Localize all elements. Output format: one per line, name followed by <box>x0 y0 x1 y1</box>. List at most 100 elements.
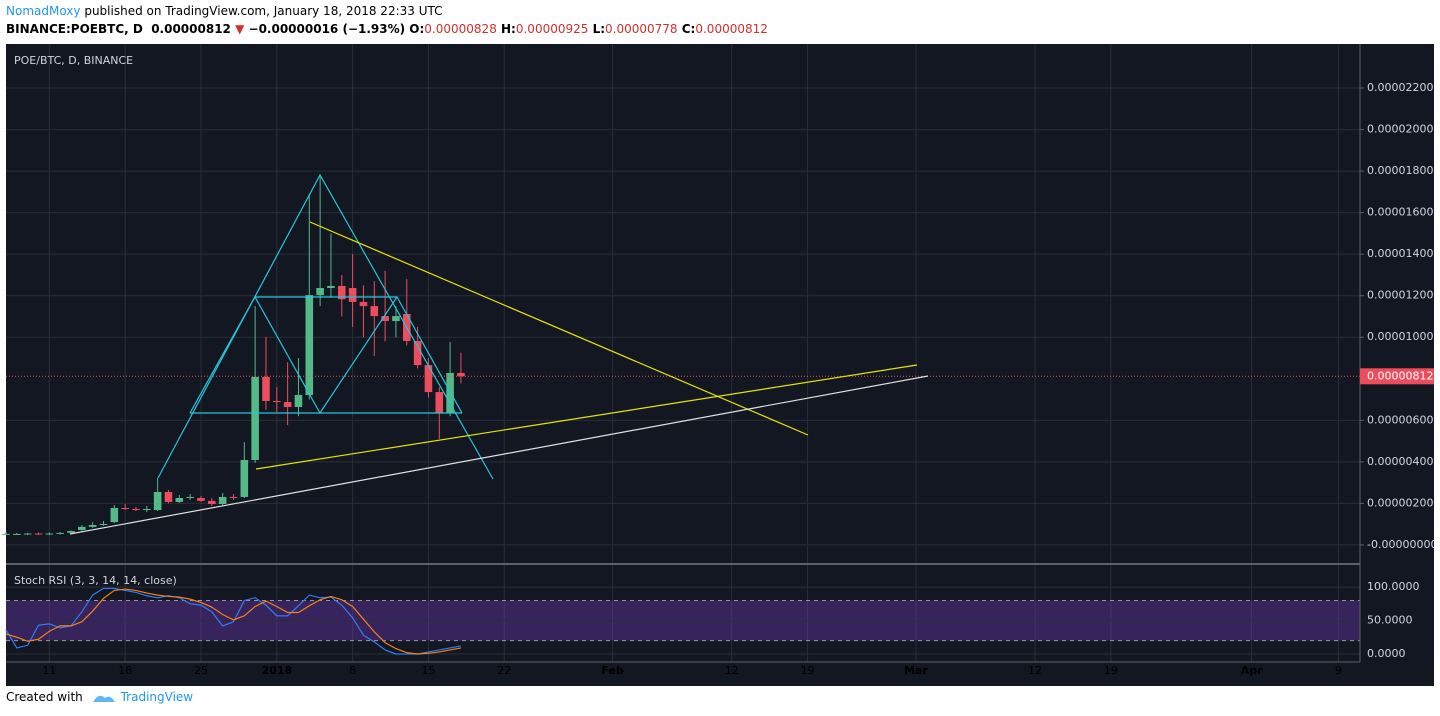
candle-body <box>78 526 86 530</box>
x-tick-label: 9 <box>1335 664 1342 677</box>
x-tick-label: Feb <box>601 664 624 677</box>
x-tick-label: Apr <box>1241 664 1263 677</box>
ohlc-1: 0.00000925 <box>515 22 589 36</box>
y-tick-label: 0.00001600 <box>1367 206 1433 219</box>
x-tick-label: 12 <box>1028 664 1042 677</box>
candle-body <box>251 376 259 460</box>
candle-body <box>153 491 162 511</box>
x-tick-label: 11 <box>42 664 56 677</box>
background <box>6 44 1434 686</box>
logo <box>92 695 115 702</box>
y-tick-label: 0.00002200 <box>1367 81 1433 94</box>
candle-body <box>294 394 303 408</box>
y-tick-label: 0.00001200 <box>1367 289 1433 302</box>
y-tick-label: 0.00000200 <box>1367 496 1433 509</box>
y-tick-label: 0.0000 <box>1367 647 1406 660</box>
last-price-box <box>1360 368 1434 385</box>
candle-body <box>370 306 379 317</box>
candle-body <box>143 509 151 511</box>
candle-body <box>392 316 400 322</box>
pane-title: POE/BTC, D, BINANCE <box>14 54 133 67</box>
y-tick-label: 100.0000 <box>1367 580 1420 593</box>
pane-divider <box>6 563 1360 565</box>
y-tick-label: 0.00001400 <box>1367 247 1433 260</box>
y-tick-label: -0.00000000 <box>1367 538 1434 551</box>
candle-body <box>305 295 314 395</box>
candle-body <box>240 459 249 497</box>
down-arrow: ▼ <box>235 22 245 36</box>
ohlc-3: 0.00000812 <box>695 22 768 36</box>
x-tick-label: 18 <box>118 664 132 677</box>
candle-body <box>2 533 10 535</box>
candle-body <box>45 533 54 535</box>
ohlc-0-label: O: <box>409 22 425 36</box>
candle-body <box>348 288 357 302</box>
last-price-label: 0.00000812 <box>1367 369 1433 382</box>
chart: POE/BTC, D, BINANCE Stoch RSI (3, 3, 14,… <box>2 44 1434 686</box>
published: published on TradingView.com, January 18… <box>80 4 443 18</box>
ohlc-1-label: H: <box>501 22 516 36</box>
candle-body <box>262 376 270 402</box>
y-tick-label: 0.00000600 <box>1367 413 1433 426</box>
candle-body <box>359 301 368 307</box>
candle-body <box>121 507 129 510</box>
triangle <box>157 173 494 480</box>
support <box>255 364 918 470</box>
symbol-line: BINANCE:POEBTC, D 0.00000812 ▼ −0.000000… <box>6 22 768 36</box>
resistance <box>309 221 809 436</box>
candle-body <box>457 372 465 377</box>
y-tick-label: 0.00000400 <box>1367 455 1433 468</box>
author[interactable]: NomadMoxy <box>6 4 81 18</box>
candle-body <box>164 491 173 502</box>
candle-body <box>23 533 32 535</box>
candle-body <box>99 523 108 525</box>
x-tick-label: 15 <box>421 664 435 677</box>
x-tick-label: 8 <box>349 664 356 677</box>
trend <box>69 375 929 535</box>
candle-body <box>132 509 140 511</box>
y-tick-label: 50.0000 <box>1367 614 1413 627</box>
candle-body <box>413 340 422 366</box>
candle-body <box>34 533 43 535</box>
candle-body <box>175 497 184 502</box>
x-tick-label: Mar <box>904 664 928 677</box>
y-tick-label: 0.00002000 <box>1367 123 1433 136</box>
drawings <box>69 173 929 535</box>
ohlc-0: 0.00000828 <box>424 22 497 36</box>
candle-body <box>208 500 216 505</box>
candle-body <box>197 497 205 501</box>
brand[interactable]: TradingView <box>120 690 194 704</box>
x-tick-label: 19 <box>801 664 815 677</box>
candle-body <box>110 507 119 523</box>
ohlc-2-label: L: <box>592 22 606 36</box>
x-tick-label: 22 <box>497 664 511 677</box>
candle-body <box>56 532 64 534</box>
pane-title: Stoch RSI (3, 3, 14, 14, close) <box>14 574 177 587</box>
x-tick-label: 19 <box>1104 664 1118 677</box>
stoch-line <box>5 588 462 655</box>
candle-body <box>316 288 324 296</box>
change: −0.00000016 (−1.93%) <box>248 22 406 36</box>
ohlc-3-label: C: <box>681 22 696 36</box>
footer: Created with TradingView <box>6 690 193 704</box>
x-tick-label: 25 <box>194 664 208 677</box>
candle-body <box>424 365 433 393</box>
created: Created with <box>6 690 83 704</box>
ohlc-2: 0.00000778 <box>605 22 678 36</box>
x-tick-label: 12 <box>725 664 739 677</box>
last: 0.00000812 <box>151 22 231 36</box>
x-tick-label: 2018 <box>261 664 292 677</box>
candle-body <box>186 496 194 498</box>
candle-body <box>13 533 21 535</box>
candle-body <box>229 496 238 498</box>
symbol: BINANCE:POEBTC, D <box>6 22 143 36</box>
candle-body <box>218 496 227 505</box>
candle-body <box>381 316 389 322</box>
y-tick-label: 0.00001000 <box>1367 330 1433 343</box>
candle-body <box>283 402 292 408</box>
stoch-line <box>5 587 462 655</box>
candle-body <box>338 285 346 300</box>
publish-line: NomadMoxy published on TradingView.com, … <box>6 4 443 18</box>
candle-body <box>88 524 97 527</box>
